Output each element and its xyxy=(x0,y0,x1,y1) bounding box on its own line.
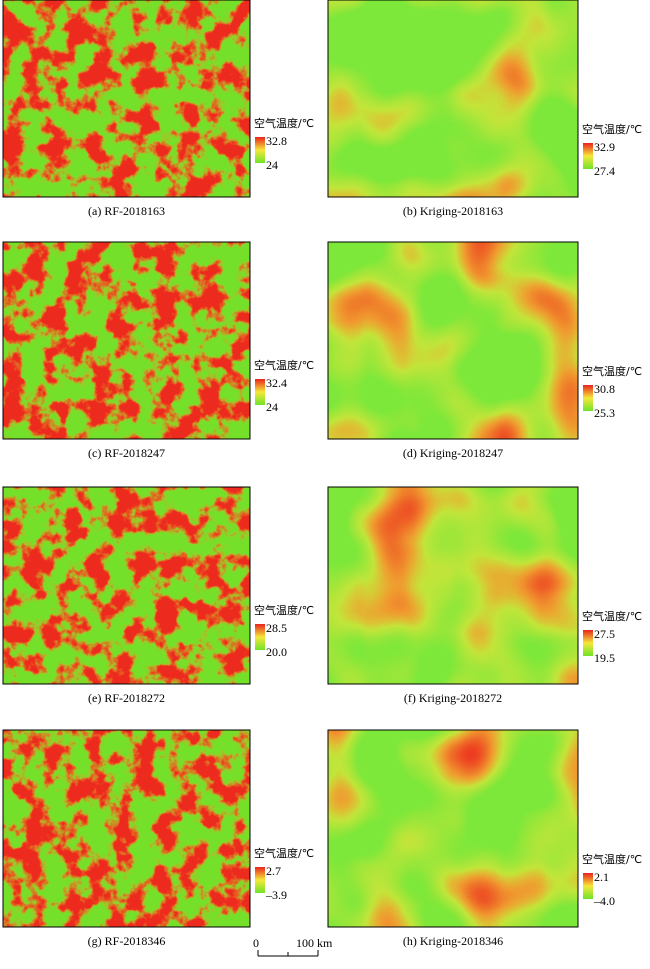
map-frame xyxy=(2,729,251,928)
legend-title: 空气温度/℃ xyxy=(254,603,314,617)
legend-title: 空气温度/℃ xyxy=(582,852,642,866)
map-panel: (a) RF-2018163 空气温度/℃ 32.8 24 xyxy=(2,0,314,218)
caption: (a) RF-2018163 xyxy=(88,204,165,218)
legend-max: 30.8 xyxy=(594,382,615,396)
legend-max: 32.4 xyxy=(266,376,287,390)
map-frame xyxy=(327,241,579,440)
caption: (f) Kriging-2018272 xyxy=(404,691,502,705)
caption: (h) Kriging-2018346 xyxy=(403,934,503,948)
legend-max: 2.7 xyxy=(266,864,281,878)
legend-max: 28.5 xyxy=(266,621,287,635)
map xyxy=(3,730,250,927)
legend-bar xyxy=(583,143,593,169)
map-panel: (h) Kriging-2018346 空气温度/℃ 2.1 –4.0 xyxy=(327,729,642,948)
map xyxy=(3,242,250,439)
map-panel: (f) Kriging-2018272 空气温度/℃ 27.5 19.5 xyxy=(327,486,642,705)
map-frame xyxy=(327,486,579,685)
scale-bar: 0 100 km xyxy=(253,936,333,957)
legend-bar xyxy=(255,867,265,893)
legend-title: 空气温度/℃ xyxy=(254,358,314,372)
legend-min: 20.0 xyxy=(266,645,287,659)
legend-bar xyxy=(255,379,265,405)
map-panel: (e) RF-2018272 空气温度/℃ 28.5 20.0 xyxy=(2,486,314,705)
legend-max: 32.9 xyxy=(594,140,615,154)
map-frame xyxy=(2,241,251,440)
legend-bar xyxy=(255,624,265,650)
caption: (g) RF-2018346 xyxy=(88,934,166,948)
map xyxy=(328,0,578,197)
legend-max: 27.5 xyxy=(594,627,615,641)
map-frame xyxy=(2,0,251,198)
map-panel: (g) RF-2018346 空气温度/℃ 2.7 –3.9 xyxy=(2,729,314,948)
map xyxy=(328,242,578,439)
legend-bar xyxy=(583,873,593,899)
map xyxy=(328,487,578,684)
legend-min: 24 xyxy=(266,400,278,414)
scale-end: 100 km xyxy=(296,936,333,950)
legend-bar xyxy=(583,385,593,411)
legend-min: 19.5 xyxy=(594,651,615,665)
map-frame xyxy=(2,486,251,685)
scale-start: 0 xyxy=(253,936,259,950)
legend-title: 空气温度/℃ xyxy=(582,122,642,136)
caption: (e) RF-2018272 xyxy=(88,691,165,705)
legend-min: –3.9 xyxy=(265,888,287,902)
caption: (c) RF-2018247 xyxy=(88,446,165,460)
map-frame xyxy=(327,0,579,198)
legend-min: 24 xyxy=(266,158,278,172)
legend-min: –4.0 xyxy=(593,894,615,908)
legend-min: 25.3 xyxy=(594,406,615,420)
legend-bar xyxy=(255,137,265,163)
map-panel: (d) Kriging-2018247 空气温度/℃ 30.8 25.3 xyxy=(327,241,642,460)
legend-max: 32.8 xyxy=(266,134,287,148)
legend-title: 空气温度/℃ xyxy=(582,609,642,623)
map-panel: (b) Kriging-2018163 空气温度/℃ 32.9 27.4 xyxy=(327,0,642,218)
legend-max: 2.1 xyxy=(594,870,609,884)
map xyxy=(3,0,250,197)
map-panel: (c) RF-2018247 空气温度/℃ 32.4 24 xyxy=(2,241,314,460)
legend-min: 27.4 xyxy=(594,164,615,178)
caption: (b) Kriging-2018163 xyxy=(403,204,503,218)
caption: (d) Kriging-2018247 xyxy=(403,446,503,460)
map-frame xyxy=(327,729,579,928)
legend-title: 空气温度/℃ xyxy=(254,846,314,860)
legend-title: 空气温度/℃ xyxy=(254,116,314,130)
map xyxy=(328,730,578,927)
legend-bar xyxy=(583,630,593,656)
map xyxy=(3,487,250,684)
legend-title: 空气温度/℃ xyxy=(582,364,642,378)
